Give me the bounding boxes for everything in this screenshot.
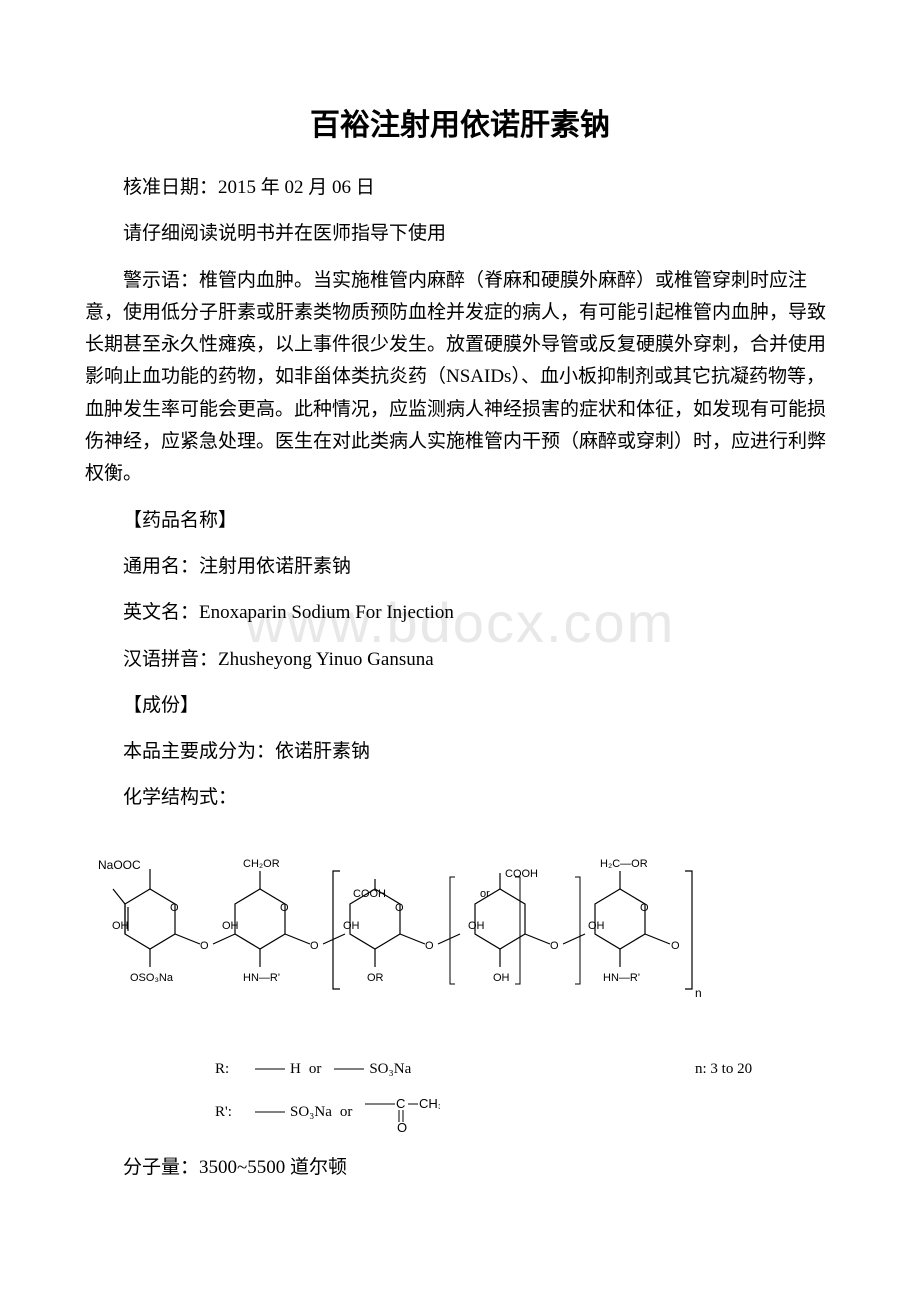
svg-text:O: O (397, 1120, 407, 1132)
legend-r-label: R: (215, 1054, 250, 1084)
legend-n-range: n: 3 to 20 (695, 1054, 752, 1084)
svg-text:O: O (425, 940, 434, 952)
composition-section: 【成份】 (85, 690, 835, 722)
legend-rprime-or: or (340, 1097, 353, 1127)
svg-text:O: O (550, 940, 559, 952)
generic-name: 通用名：注射用依诺肝素钠 (85, 551, 835, 583)
ring-3: COOH OH OR O O (343, 879, 460, 984)
svg-text:O: O (280, 902, 289, 914)
svg-text:OH: OH (222, 920, 239, 932)
svg-text:COOH: COOH (505, 868, 538, 880)
drug-name-section: 【药品名称】 (85, 505, 835, 537)
warning-paragraph: 警示语：椎管内血肿。当实施椎管内麻醉（脊麻和硬膜外麻醉）或椎管穿刺时应注意，使用… (85, 265, 835, 491)
svg-text:O: O (310, 940, 319, 952)
legend-rprime-so3na: SO₃Na (290, 1097, 332, 1127)
svg-text:NaOOC: NaOOC (98, 858, 141, 872)
svg-text:HN—R': HN—R' (603, 972, 640, 984)
bracket-right (685, 871, 692, 989)
document-title: 百裕注射用依诺肝素钠 (85, 100, 835, 144)
svg-text:H₂C—OR: H₂C—OR (600, 858, 648, 870)
svg-text:OH: OH (468, 920, 485, 932)
svg-text:CH₃: CH₃ (419, 1096, 440, 1111)
legend-r-or: or (309, 1054, 322, 1084)
chem-legend: R: H or SO₃Na n: 3 to 20 R': SO₃Na or C … (215, 1054, 835, 1132)
svg-text:CH₂OR: CH₂OR (243, 858, 280, 870)
svg-text:O: O (640, 902, 649, 914)
svg-text:OSO₃Na: OSO₃Na (130, 972, 174, 984)
svg-text:O: O (200, 940, 209, 952)
ring-1: NaOOC OH OSO₃Na O O (98, 858, 235, 984)
svg-text:OH: OH (588, 920, 605, 932)
document-content: 百裕注射用依诺肝素钠 核准日期：2015 年 02 月 06 日 请仔细阅读说明… (85, 100, 835, 1184)
pinyin-name: 汉语拼音：Zhusheyong Yinuo Gansuna (85, 644, 835, 676)
svg-text:C: C (396, 1096, 405, 1111)
svg-text:O: O (170, 902, 179, 914)
chemical-structure-diagram: NaOOC OH OSO₃Na O O CH₂OR OH HN—R' O (95, 829, 825, 1034)
approval-date: 核准日期：2015 年 02 月 06 日 (85, 172, 835, 204)
molecular-weight: 分子量：3500~5500 道尔顿 (85, 1152, 835, 1184)
legend-r-so3na: SO₃Na (369, 1054, 411, 1084)
legend-rprime-label: R': (215, 1097, 250, 1127)
svg-text:OH: OH (112, 920, 129, 932)
svg-text:n: n (695, 986, 702, 1000)
instruction-line: 请仔细阅读说明书并在医师指导下使用 (85, 218, 835, 250)
svg-text:OR: OR (367, 972, 384, 984)
legend-r-h: H (290, 1054, 301, 1084)
legend-r: R: H or SO₃Na n: 3 to 20 (215, 1054, 835, 1084)
chem-structure-label: 化学结构式： (85, 782, 835, 814)
ring-2: CH₂OR OH HN—R' O O (222, 858, 345, 984)
legend-r-prime: R': SO₃Na or C CH₃ O (215, 1092, 835, 1132)
svg-text:OH: OH (493, 972, 510, 984)
svg-text:HN—R': HN—R' (243, 972, 280, 984)
main-component: 本品主要成分为：依诺肝素钠 (85, 736, 835, 768)
ring-4: COOH OH OH O (468, 868, 585, 984)
bracket-left (333, 871, 340, 989)
svg-text:COOH: COOH (353, 888, 386, 900)
ring-5: H₂C—OR OH HN—R' O O (588, 858, 680, 984)
english-name: 英文名：Enoxaparin Sodium For Injection (85, 597, 835, 629)
svg-text:OH: OH (343, 920, 360, 932)
svg-text:O: O (395, 902, 404, 914)
chem-svg: NaOOC OH OSO₃Na O O CH₂OR OH HN—R' O (95, 829, 825, 1029)
svg-text:O: O (671, 940, 680, 952)
